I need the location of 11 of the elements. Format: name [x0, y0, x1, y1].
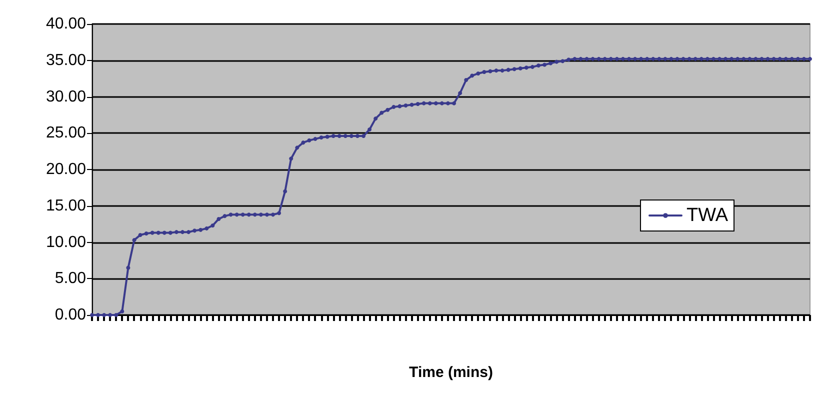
x-axis-title: Time (mins) [409, 364, 493, 381]
legend-label: TWA [686, 205, 728, 226]
y-tick-label: 25.00 [46, 124, 86, 142]
y-tick-label: 10.00 [46, 234, 86, 251]
y-tick-label: 0.00 [54, 306, 86, 324]
y-tick-label: 5.00 [54, 270, 86, 288]
y-tick-label: 30.00 [46, 88, 86, 106]
y-tick-label: 35.00 [46, 52, 86, 69]
y-tick-label: 40.00 [46, 16, 86, 32]
y-tick-label: 15.00 [46, 197, 86, 214]
y-tick-label: 20.00 [46, 161, 86, 178]
